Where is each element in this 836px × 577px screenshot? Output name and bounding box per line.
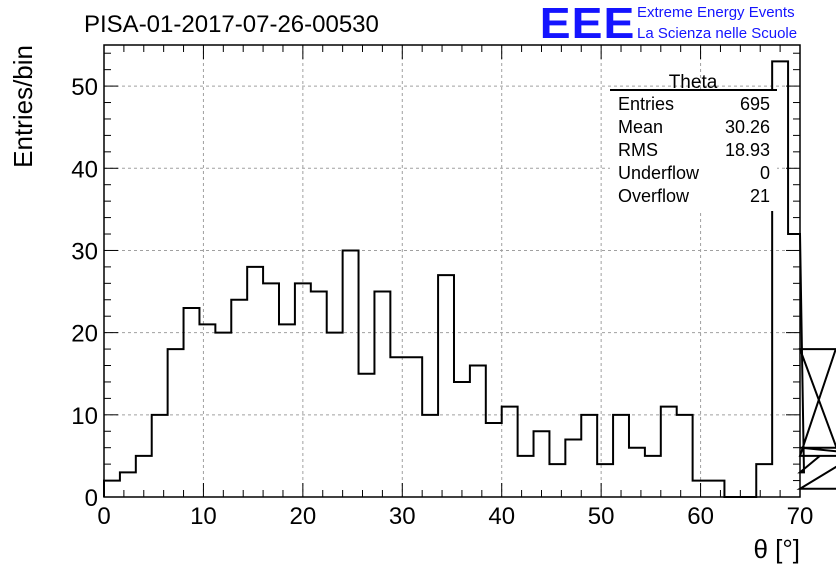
eee-logo: EEE	[539, 0, 636, 48]
chart-title: PISA-01-2017-07-26-00530	[84, 11, 379, 38]
stats-row-value: 0	[760, 163, 770, 183]
stats-row-value: 30.26	[725, 117, 770, 137]
x-tick-label: 20	[290, 503, 317, 530]
stats-row-label: RMS	[618, 140, 658, 160]
y-tick-label: 20	[71, 321, 98, 348]
x-tick-label: 30	[389, 503, 416, 530]
y-tick-label: 10	[71, 403, 98, 430]
stats-name: Theta	[669, 72, 718, 93]
y-axis-label: Entries/bin	[8, 45, 38, 168]
x-tick-label: 40	[488, 503, 515, 530]
histogram-outline	[103, 60, 836, 498]
plot-frame	[103, 44, 801, 498]
y-tick-label: 50	[71, 74, 98, 101]
y-tick-label: 40	[71, 156, 98, 183]
stats-row-label: Overflow	[618, 186, 690, 206]
stats-box-background	[610, 91, 777, 211]
stats-row-value: 695	[740, 94, 770, 114]
axes-layer: 0 10 20 30 40 50 60 70 0 10 20 30 40 50	[71, 44, 814, 530]
stats-box: Theta Entries 695 Mean 30.26 RMS 18.93 Underfl…	[610, 72, 777, 211]
logo-subtitle-line2: La Scienza nelle Scuole	[637, 25, 798, 42]
stats-row-label: Entries	[618, 94, 674, 114]
y-tick-label: 0	[85, 485, 98, 512]
x-tick-label: 70	[787, 503, 814, 530]
x-tick-label: 10	[190, 503, 217, 530]
stats-row-label: Underflow	[618, 163, 700, 183]
x-tick-label: 50	[588, 503, 615, 530]
stats-row-value: 18.93	[725, 140, 770, 160]
y-tick-label: 30	[71, 238, 98, 265]
x-tick-label: 60	[687, 503, 714, 530]
logo-subtitle-line1: Extreme Energy Events	[637, 4, 795, 21]
x-axis-label: θ [°]	[753, 534, 800, 564]
stats-row-value: 21	[750, 186, 770, 206]
stats-rows: Entries 695 Mean 30.26 RMS 18.93 Underflow 0 Ove…	[618, 94, 770, 206]
stats-row-label: Mean	[618, 117, 663, 137]
x-tick-label: 0	[97, 503, 110, 530]
